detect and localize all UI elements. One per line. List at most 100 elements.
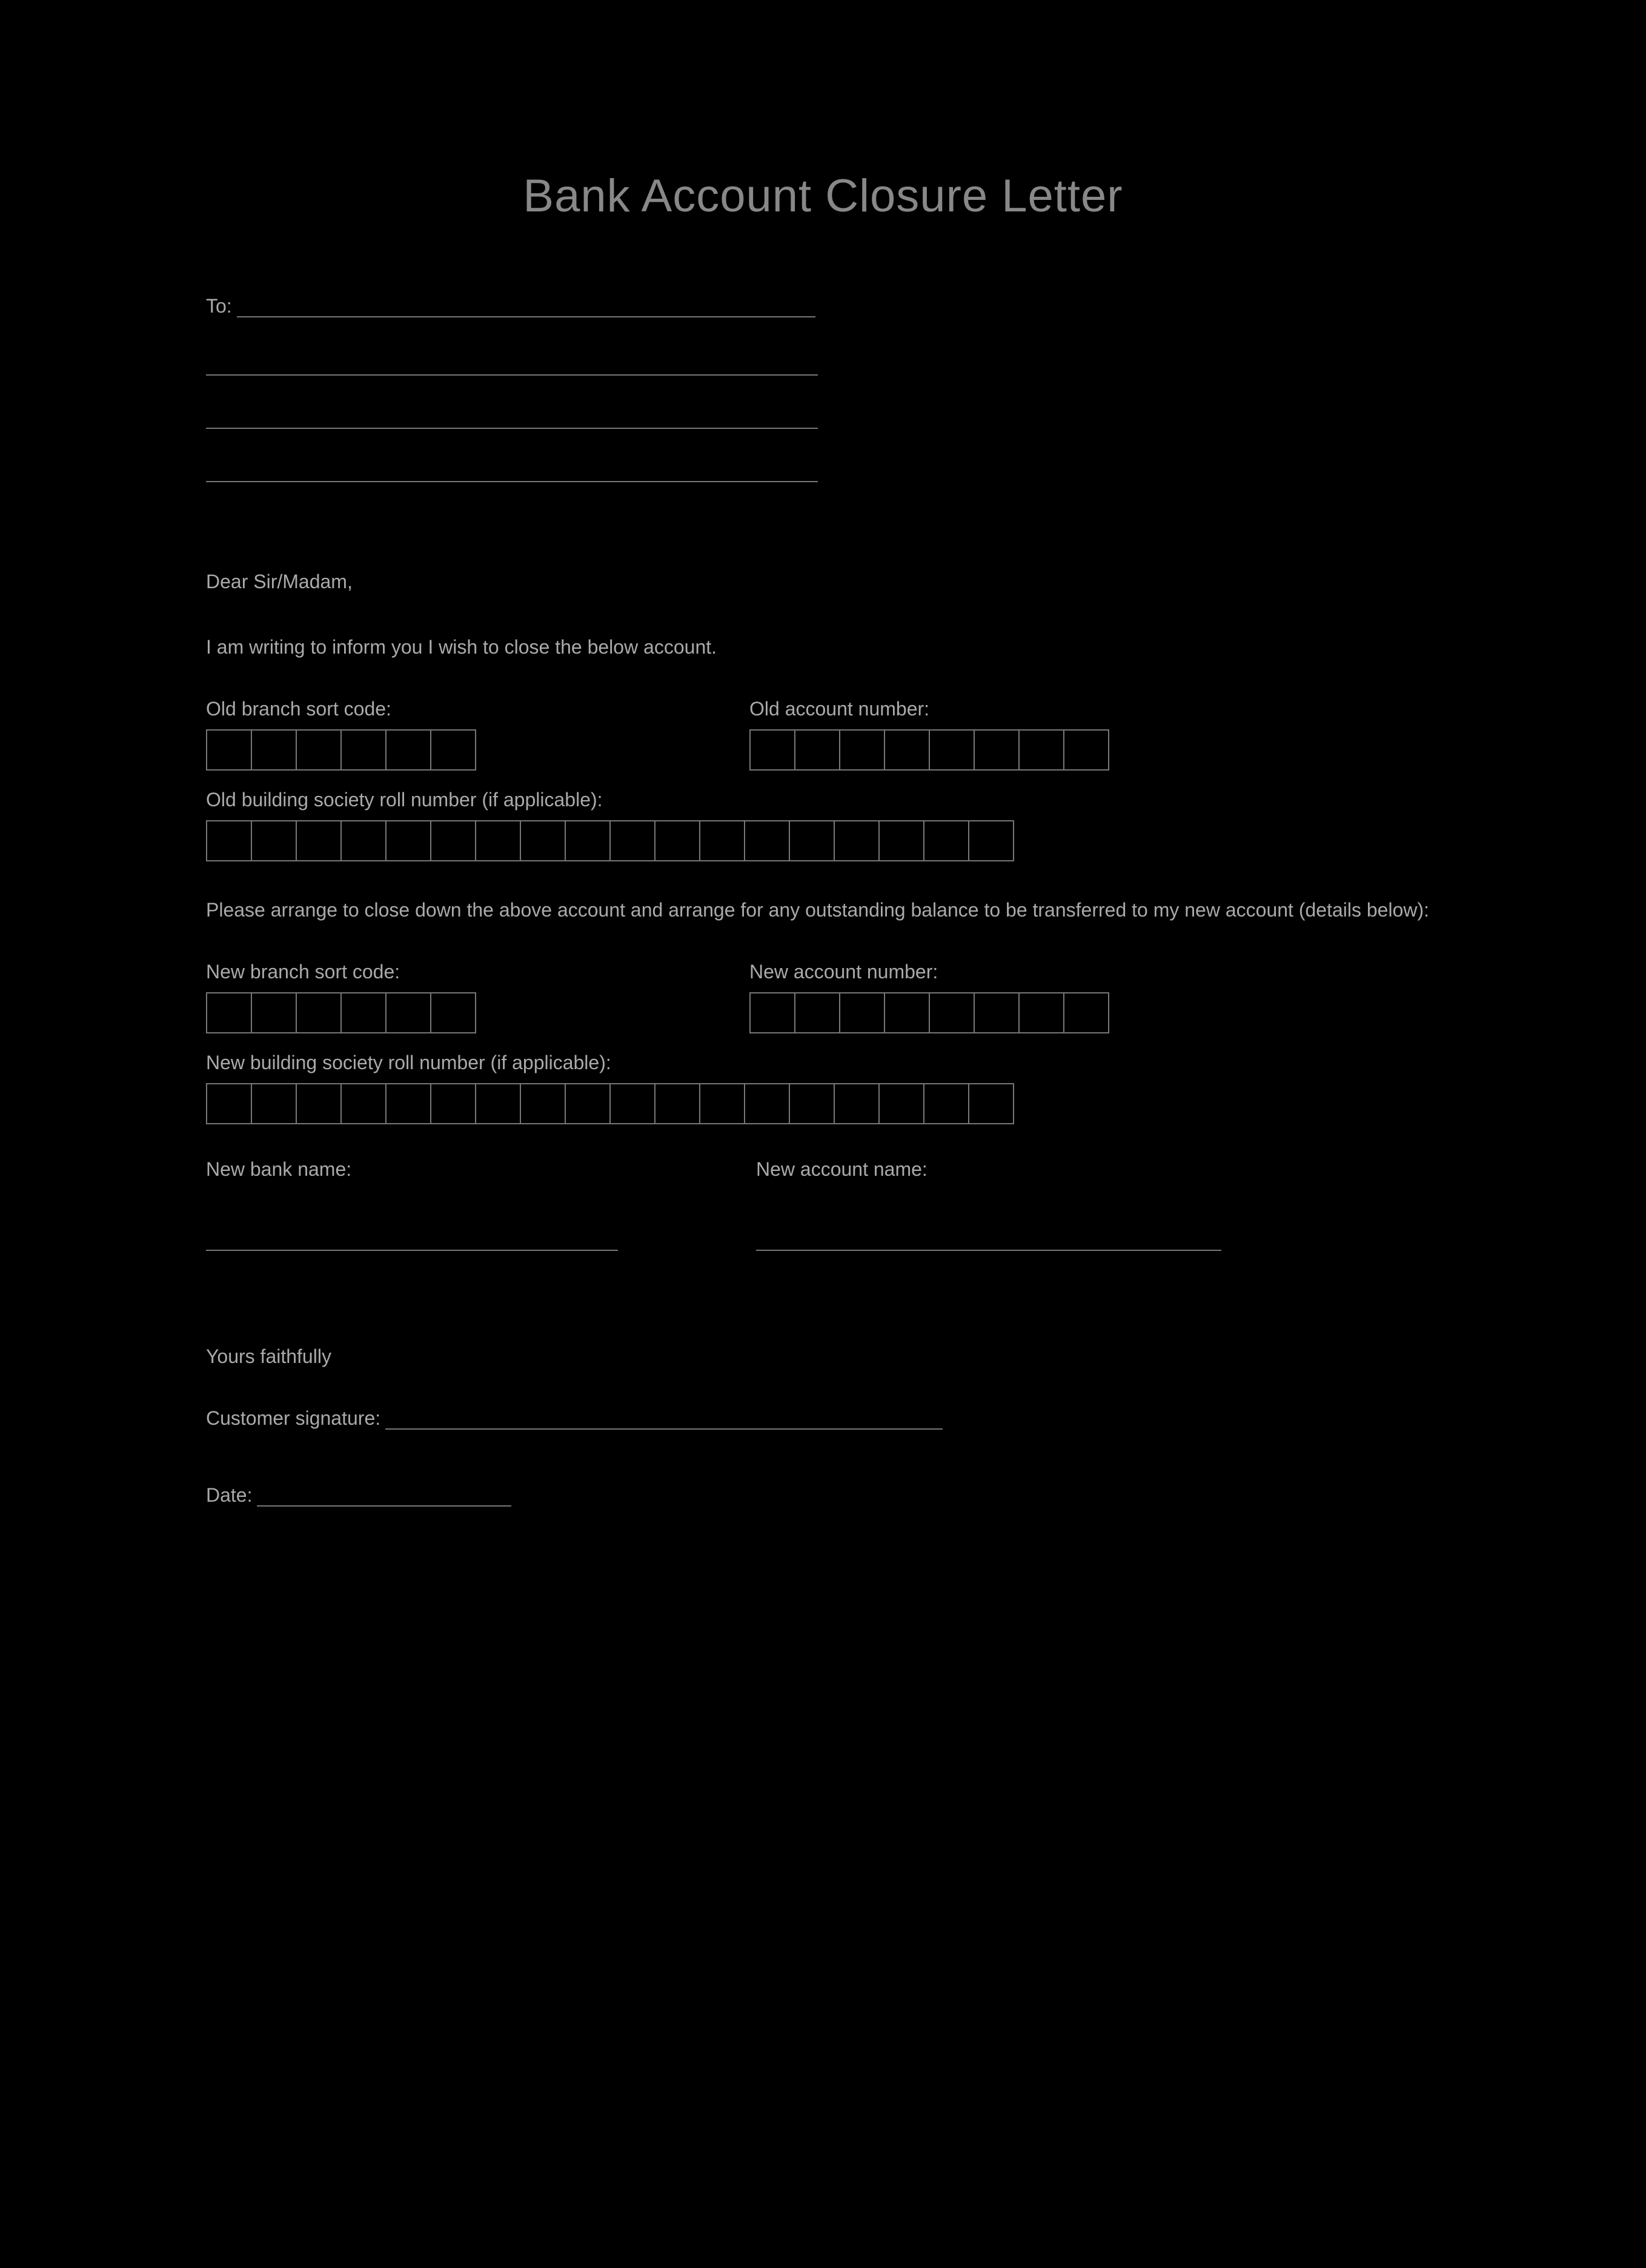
old-account-row: Old branch sort code: Old account number… — [206, 698, 1440, 771]
input-box[interactable] — [749, 992, 795, 1033]
input-box[interactable] — [251, 992, 297, 1033]
input-box[interactable] — [834, 820, 880, 861]
input-box[interactable] — [520, 1083, 566, 1124]
signature-label: Customer signature: — [206, 1407, 380, 1430]
new-account-name-section: New account name: — [756, 1158, 1221, 1251]
input-box[interactable] — [744, 1083, 790, 1124]
input-box[interactable] — [296, 1083, 342, 1124]
input-box[interactable] — [789, 1083, 835, 1124]
input-box[interactable] — [744, 820, 790, 861]
input-box[interactable] — [296, 820, 342, 861]
input-box[interactable] — [789, 820, 835, 861]
new-bank-name-input[interactable] — [206, 1229, 618, 1251]
old-roll-boxes[interactable] — [206, 820, 1440, 861]
input-box[interactable] — [968, 1083, 1014, 1124]
input-box[interactable] — [923, 820, 969, 861]
input-box[interactable] — [206, 1083, 252, 1124]
input-box[interactable] — [475, 820, 521, 861]
input-box[interactable] — [251, 1083, 297, 1124]
input-box[interactable] — [385, 729, 431, 771]
input-box[interactable] — [296, 729, 342, 771]
input-box[interactable] — [475, 1083, 521, 1124]
old-account-number-boxes[interactable] — [749, 729, 1249, 771]
input-box[interactable] — [251, 820, 297, 861]
input-box[interactable] — [385, 1083, 431, 1124]
to-label: To: — [206, 295, 232, 317]
address-line-1[interactable] — [206, 354, 818, 376]
signature-section: Yours faithfully Customer signature: Dat… — [206, 1342, 1440, 1507]
input-box[interactable] — [699, 1083, 745, 1124]
input-box[interactable] — [1018, 729, 1064, 771]
date-input[interactable] — [257, 1485, 511, 1507]
input-box[interactable] — [923, 1083, 969, 1124]
new-sort-code-boxes[interactable] — [206, 992, 706, 1033]
address-block: To: — [206, 295, 1440, 482]
to-field[interactable]: To: — [206, 295, 1440, 317]
input-box[interactable] — [884, 729, 930, 771]
signature-input[interactable] — [385, 1408, 943, 1430]
input-box[interactable] — [206, 729, 252, 771]
old-account-number-section: Old account number: — [749, 698, 1249, 771]
input-box[interactable] — [1018, 992, 1064, 1033]
new-account-number-label: New account number: — [749, 961, 1249, 983]
salutation: Dear Sir/Madam, — [206, 567, 1440, 596]
input-box[interactable] — [565, 820, 611, 861]
address-line-3[interactable] — [206, 460, 818, 482]
input-box[interactable] — [839, 729, 885, 771]
input-box[interactable] — [340, 1083, 387, 1124]
input-box[interactable] — [974, 992, 1020, 1033]
input-box[interactable] — [520, 820, 566, 861]
input-box[interactable] — [1063, 992, 1109, 1033]
input-box[interactable] — [878, 1083, 924, 1124]
input-box[interactable] — [794, 992, 840, 1033]
closing: Yours faithfully — [206, 1342, 1440, 1371]
input-box[interactable] — [654, 1083, 700, 1124]
input-box[interactable] — [206, 820, 252, 861]
input-box[interactable] — [609, 1083, 655, 1124]
input-box[interactable] — [878, 820, 924, 861]
new-account-number-section: New account number: — [749, 961, 1249, 1033]
new-account-name-label: New account name: — [756, 1158, 1221, 1181]
input-box[interactable] — [974, 729, 1020, 771]
input-box[interactable] — [929, 729, 975, 771]
old-roll-section: Old building society roll number (if app… — [206, 789, 1440, 861]
to-input-line[interactable] — [237, 296, 815, 317]
input-box[interactable] — [654, 820, 700, 861]
input-box[interactable] — [699, 820, 745, 861]
input-box[interactable] — [565, 1083, 611, 1124]
input-box[interactable] — [929, 992, 975, 1033]
input-box[interactable] — [1063, 729, 1109, 771]
address-line-2[interactable] — [206, 407, 818, 429]
new-roll-section: New building society roll number (if app… — [206, 1052, 1440, 1124]
input-box[interactable] — [834, 1083, 880, 1124]
input-box[interactable] — [430, 820, 476, 861]
input-box[interactable] — [884, 992, 930, 1033]
old-account-number-label: Old account number: — [749, 698, 1249, 720]
input-box[interactable] — [430, 729, 476, 771]
old-sort-code-boxes[interactable] — [206, 729, 706, 771]
new-roll-boxes[interactable] — [206, 1083, 1440, 1124]
input-box[interactable] — [385, 992, 431, 1033]
name-row: New bank name: New account name: — [206, 1158, 1440, 1251]
signature-row: Customer signature: — [206, 1407, 1440, 1430]
input-box[interactable] — [839, 992, 885, 1033]
input-box[interactable] — [968, 820, 1014, 861]
input-box[interactable] — [340, 820, 387, 861]
new-account-name-input[interactable] — [756, 1229, 1221, 1251]
input-box[interactable] — [340, 992, 387, 1033]
new-sort-code-section: New branch sort code: — [206, 961, 706, 1033]
input-box[interactable] — [749, 729, 795, 771]
input-box[interactable] — [340, 729, 387, 771]
new-bank-name-section: New bank name: — [206, 1158, 618, 1251]
input-box[interactable] — [296, 992, 342, 1033]
input-box[interactable] — [430, 1083, 476, 1124]
input-box[interactable] — [430, 992, 476, 1033]
input-box[interactable] — [385, 820, 431, 861]
input-box[interactable] — [609, 820, 655, 861]
input-box[interactable] — [794, 729, 840, 771]
input-box[interactable] — [251, 729, 297, 771]
new-account-number-boxes[interactable] — [749, 992, 1249, 1033]
old-sort-code-section: Old branch sort code: — [206, 698, 706, 771]
date-row: Date: — [206, 1484, 1440, 1507]
input-box[interactable] — [206, 992, 252, 1033]
